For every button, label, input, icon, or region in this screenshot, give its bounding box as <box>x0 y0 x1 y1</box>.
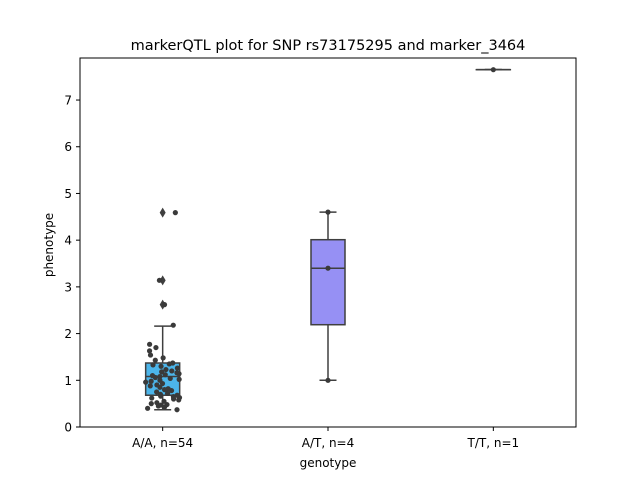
data-point <box>159 369 165 375</box>
data-point <box>160 355 166 361</box>
data-point <box>145 405 151 411</box>
data-point <box>163 366 169 373</box>
data-point <box>146 348 153 354</box>
y-tick-label: 5 <box>64 187 72 201</box>
point-group <box>490 67 496 73</box>
data-point <box>162 372 168 378</box>
data-point <box>148 378 154 384</box>
data-point <box>147 341 153 347</box>
data-point <box>164 390 171 396</box>
outlier-marker <box>159 207 166 218</box>
data-point <box>149 373 156 379</box>
chart-title: markerQTL plot for SNP rs73175295 and ma… <box>131 38 526 54</box>
data-point <box>170 360 176 366</box>
plot-frame <box>79 57 577 428</box>
data-point <box>150 362 156 368</box>
y-tick-label: 1 <box>64 374 72 388</box>
y-tick-label: 2 <box>64 327 72 341</box>
x-tick-label: A/T, n=4 <box>302 436 355 450</box>
plot-area <box>143 67 512 413</box>
data-point <box>149 395 155 401</box>
data-point <box>172 210 178 216</box>
y-axis-label: phenotype <box>42 213 56 277</box>
data-point <box>143 379 149 385</box>
data-point <box>161 302 168 308</box>
y-tick-label: 3 <box>64 280 72 294</box>
data-point <box>157 391 164 397</box>
x-tick-label: T/T, n=1 <box>467 436 520 450</box>
data-point <box>147 383 153 389</box>
y-tick-label: 0 <box>64 421 72 435</box>
data-point <box>490 67 496 73</box>
data-point <box>148 401 154 407</box>
data-point <box>158 402 164 408</box>
point-group <box>143 210 183 413</box>
data-point <box>325 209 331 215</box>
data-point <box>165 386 171 392</box>
y-tick-label: 4 <box>64 234 72 248</box>
data-point <box>174 370 180 376</box>
data-point <box>174 365 181 371</box>
outlier-marker <box>159 275 166 286</box>
point-group <box>325 209 331 383</box>
data-point <box>147 352 154 358</box>
data-point <box>161 398 167 404</box>
data-point <box>154 382 160 388</box>
data-point <box>152 357 158 363</box>
data-point <box>153 344 159 351</box>
y-tick-label: 6 <box>64 140 72 154</box>
data-point <box>154 389 160 395</box>
x-axis-label: genotype <box>300 456 357 470</box>
y-tick-label: 7 <box>64 94 72 108</box>
data-point <box>157 373 163 380</box>
data-point <box>325 377 331 383</box>
data-point <box>174 392 180 398</box>
data-point <box>176 376 182 382</box>
data-point <box>325 265 331 271</box>
data-point <box>174 407 180 413</box>
data-point <box>170 322 176 328</box>
data-point <box>156 277 163 283</box>
data-point <box>169 368 175 374</box>
x-tick-label: A/A, n=54 <box>132 436 193 450</box>
data-point <box>157 377 163 383</box>
data-point <box>158 363 164 369</box>
box <box>310 238 346 326</box>
data-point <box>154 400 160 406</box>
y-axis: 0 1 2 3 4 5 6 7 <box>64 94 80 435</box>
x-axis: A/A, n=54 A/T, n=4 T/T, n=1 <box>132 427 519 450</box>
data-point <box>167 375 173 382</box>
box-group <box>310 211 346 382</box>
